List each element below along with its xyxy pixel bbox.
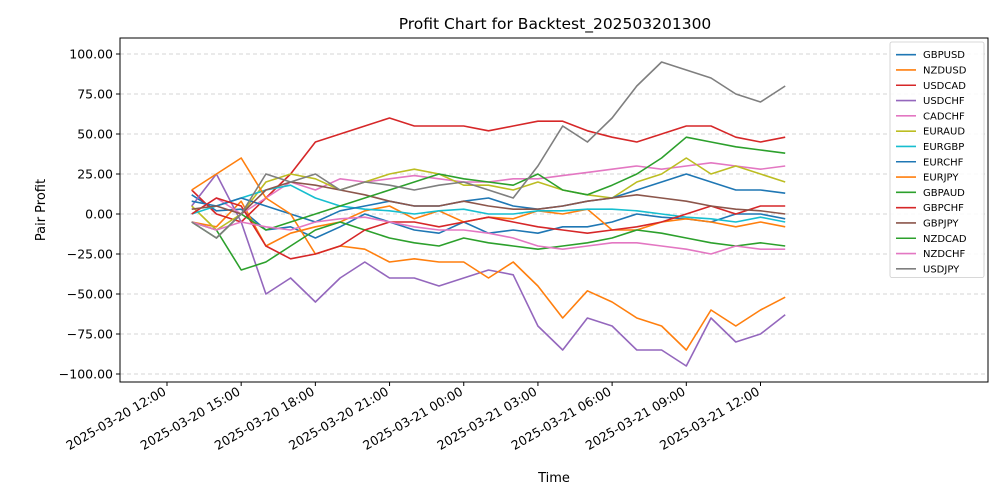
series-lines [191,61,786,367]
y-axis-title: Pair Profit [34,179,49,241]
axes: 100.00 75.00 50.00 25.00 0.00 −25.00 −50.00 −75… [59,47,762,453]
series-line-gbpaud [191,221,786,271]
legend-label-gbpjpy: GBPJPY [923,218,959,229]
legend-label-eurjpy: EURJPY [923,173,959,184]
legend-label-nzdusd: NZDUSD [923,65,967,76]
chart-title: Profit Chart for Backtest_202503201300 [399,15,712,34]
y-tick-label: 100.00 [69,47,113,62]
legend-label-usdcad: USDCAD [923,81,966,92]
legend-label-usdchf: USDCHF [923,96,965,107]
plot-frame [119,37,989,383]
series-line-gbpusd [191,194,786,239]
y-tick-label: 25.00 [77,167,113,182]
series-line-usdchf [191,173,786,367]
series-line-gbpchf [191,197,786,260]
legend-label-gbpusd: GBPUSD [923,50,965,61]
legend-label-usdjpy: USDJPY [923,264,960,275]
y-tick-label: −75.00 [67,327,113,342]
y-tick-label: −50.00 [67,287,113,302]
legend-label-nzdchf: NZDCHF [923,249,966,260]
series-line-nzdchf [191,216,786,255]
y-tick-label: 50.00 [77,127,113,142]
series-line-nzdcad [191,136,786,239]
x-axis-title: Time [537,471,570,486]
grid [120,53,988,375]
legend-label-nzdcad: NZDCAD [923,234,967,245]
legend-label-gbpaud: GBPAUD [923,188,965,199]
legend-label-eurgbp: EURGBP [923,142,964,153]
legend-label-euraud: EURAUD [923,127,965,138]
legend-label-eurchf: EURCHF [923,157,964,168]
legend: GBPUSD NZDUSD USDCAD USDCHF CADCHF EURAUD EURG… [889,41,985,278]
y-tick-label: −100.00 [59,367,113,382]
series-line-eurgbp [191,184,786,223]
y-tick-label: 0.00 [85,207,113,222]
y-tick-label: 75.00 [77,87,113,102]
legend-label-gbpchf: GBPCHF [923,203,964,214]
series-line-euraud [191,157,786,231]
y-tick-label: −25.00 [67,247,113,262]
series-line-eurjpy [191,157,786,351]
series-line-usdjpy [191,61,786,239]
legend-label-cadchf: CADCHF [923,111,965,122]
